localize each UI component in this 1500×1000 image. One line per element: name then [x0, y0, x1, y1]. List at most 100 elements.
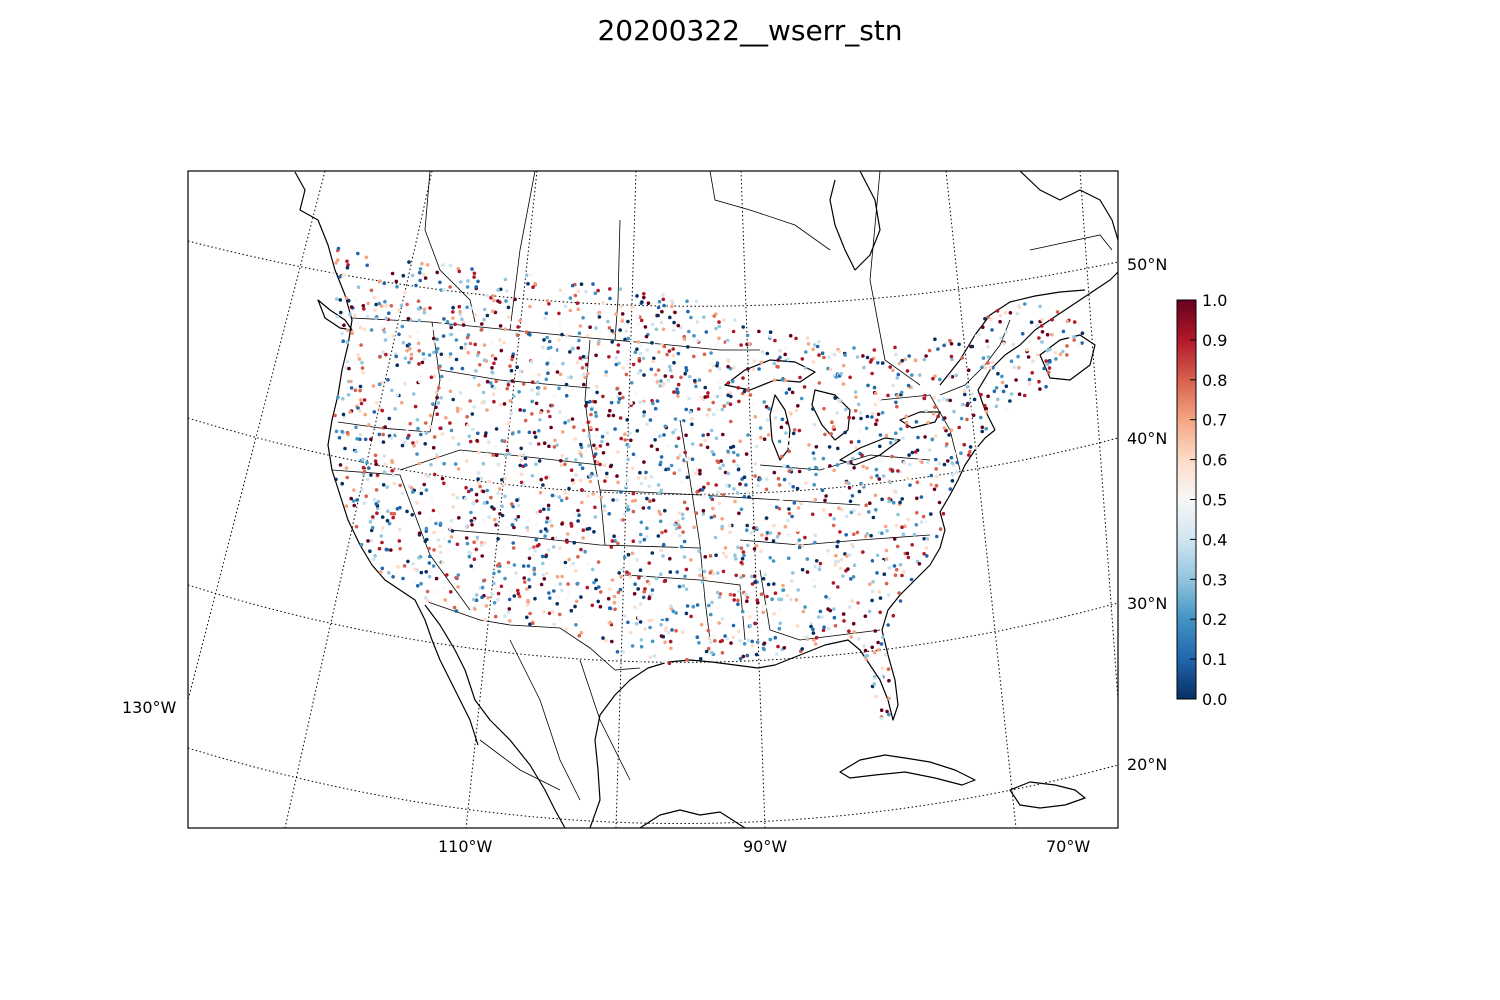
station-point	[344, 466, 349, 470]
station-point	[512, 525, 516, 530]
station-point	[397, 332, 401, 337]
station-point	[645, 535, 649, 539]
station-point	[452, 605, 457, 610]
station-point	[768, 330, 773, 335]
station-point	[1080, 331, 1085, 336]
station-point	[472, 597, 476, 602]
station-point	[550, 524, 554, 528]
station-point	[748, 393, 753, 397]
colorbar-tick-label: 0.1	[1202, 650, 1227, 669]
station-point	[885, 529, 889, 533]
station-point	[521, 382, 526, 386]
station-point	[577, 633, 582, 638]
station-point	[1003, 311, 1008, 315]
station-point	[817, 353, 821, 357]
station-point	[976, 383, 980, 387]
station-point	[805, 570, 810, 574]
station-point	[497, 569, 501, 574]
station-point	[669, 606, 674, 611]
station-point	[1080, 341, 1084, 345]
station-point	[723, 634, 727, 638]
station-point	[441, 393, 446, 398]
station-point	[668, 657, 672, 662]
station-point	[482, 501, 487, 505]
border-state-az-nm	[449, 529, 701, 549]
station-point	[569, 521, 573, 526]
station-point	[387, 311, 391, 316]
station-point	[891, 613, 896, 618]
border-quebec	[869, 171, 921, 386]
station-point	[546, 346, 551, 351]
station-point	[685, 604, 690, 608]
station-point	[621, 518, 625, 522]
station-point	[485, 488, 490, 493]
station-point	[548, 414, 552, 419]
station-point	[725, 341, 730, 346]
station-point	[874, 694, 878, 699]
station-point	[354, 425, 358, 430]
station-point	[865, 466, 869, 470]
station-point	[602, 508, 607, 513]
station-point	[720, 638, 724, 643]
station-point	[645, 422, 649, 427]
colorbar-tick-label: 0.3	[1202, 570, 1227, 589]
station-point	[454, 609, 459, 613]
station-point	[503, 614, 507, 618]
station-point	[438, 426, 443, 431]
station-point	[690, 601, 694, 605]
station-point	[859, 416, 863, 421]
coast-baja-gulf	[424, 604, 566, 828]
station-point	[464, 536, 469, 540]
station-point	[1030, 371, 1034, 375]
station-point	[382, 454, 387, 458]
station-point	[466, 333, 471, 337]
station-point	[607, 413, 611, 418]
station-point	[880, 410, 885, 415]
station-point	[631, 452, 636, 457]
station-point	[948, 338, 952, 343]
station-point	[545, 342, 550, 346]
station-point	[387, 521, 392, 526]
station-point	[736, 629, 741, 634]
station-point	[870, 645, 874, 650]
station-point	[879, 459, 883, 464]
station-point	[779, 388, 784, 392]
station-point	[852, 563, 857, 567]
station-point	[743, 592, 748, 597]
station-point	[531, 285, 535, 290]
station-point	[566, 375, 571, 380]
station-point	[762, 604, 767, 609]
station-point	[544, 377, 549, 382]
station-point	[631, 491, 636, 496]
station-point	[461, 323, 466, 327]
station-point	[985, 339, 989, 343]
station-point	[802, 497, 806, 501]
station-point	[684, 457, 689, 462]
station-point	[563, 421, 567, 425]
station-point	[933, 434, 938, 438]
station-point	[372, 497, 377, 502]
station-point	[839, 371, 843, 376]
station-point	[503, 453, 508, 457]
station-point	[504, 526, 509, 530]
station-point	[498, 487, 502, 491]
station-point	[335, 315, 340, 319]
station-point	[1045, 362, 1050, 367]
station-point	[425, 263, 430, 267]
station-point	[378, 570, 383, 574]
station-point	[765, 351, 770, 356]
station-point	[709, 351, 713, 355]
station-point	[709, 640, 713, 644]
station-point	[428, 554, 432, 559]
station-point	[355, 437, 359, 441]
station-point	[453, 322, 457, 327]
station-point	[697, 378, 702, 382]
station-point	[717, 621, 721, 625]
station-point	[711, 506, 715, 511]
station-point	[558, 372, 563, 377]
map-frame	[187, 170, 1119, 829]
station-point	[804, 481, 808, 485]
station-point	[566, 592, 571, 596]
station-point	[980, 429, 984, 434]
station-point	[536, 386, 541, 390]
